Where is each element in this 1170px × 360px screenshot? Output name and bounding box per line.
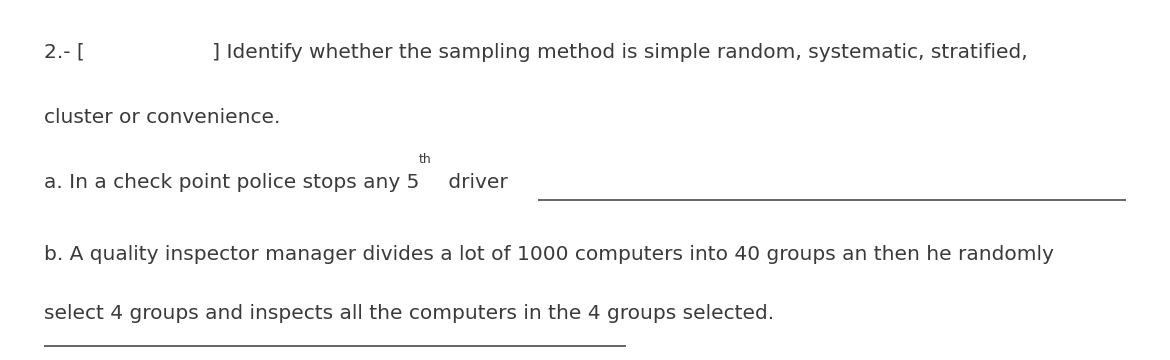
Text: select 4 groups and inspects all the computers in the 4 groups selected.: select 4 groups and inspects all the com… (44, 304, 775, 323)
Text: a. In a check point police stops any 5: a. In a check point police stops any 5 (44, 173, 420, 192)
Text: b. A quality inspector manager divides a lot of 1000 computers into 40 groups an: b. A quality inspector manager divides a… (44, 245, 1054, 264)
Text: driver: driver (442, 173, 508, 192)
Text: th: th (419, 153, 432, 166)
Text: cluster or convenience.: cluster or convenience. (44, 108, 281, 127)
Text: 2.- [                    ] Identify whether the sampling method is simple random: 2.- [ ] Identify whether the sampling me… (44, 43, 1028, 62)
